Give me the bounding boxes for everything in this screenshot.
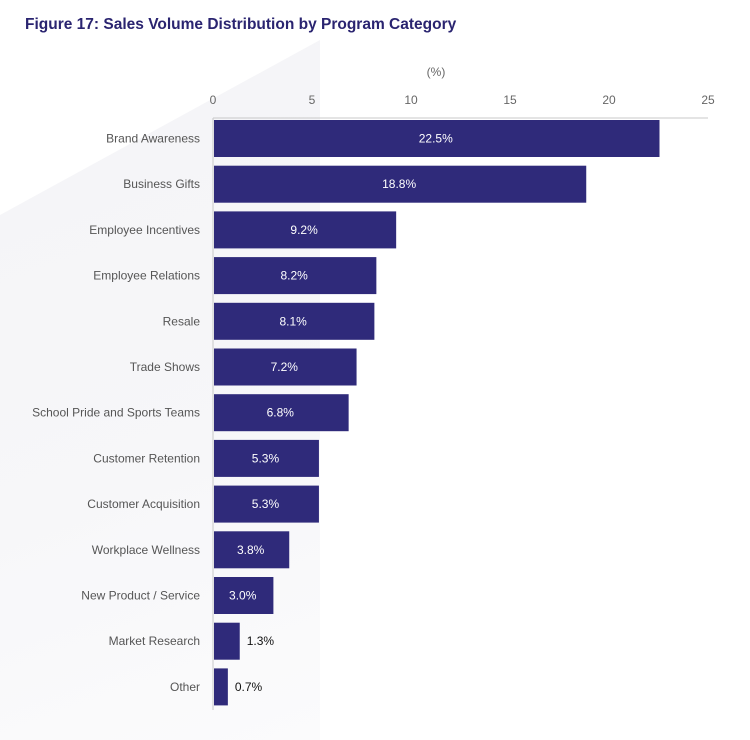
data-label: 5.3% <box>252 451 280 465</box>
bar <box>214 668 228 706</box>
bar <box>214 439 319 477</box>
bar <box>214 394 349 432</box>
bar <box>214 120 660 157</box>
data-label: 0.7% <box>235 680 263 694</box>
data-label: 3.0% <box>229 589 257 603</box>
data-label: 7.2% <box>271 360 299 374</box>
x-tick-label: 20 <box>602 93 616 107</box>
bar-chart: (%) 0 5 10 15 20 25 Brand Awareness 22.5% Busines… <box>32 65 715 710</box>
data-label: 9.2% <box>290 223 318 237</box>
category-label: Employee Relations <box>93 269 200 283</box>
category-label: New Product / Service <box>81 589 200 603</box>
bar <box>214 211 397 249</box>
x-tick-label: 15 <box>503 93 517 107</box>
category-label: Other <box>170 680 200 694</box>
data-label: 22.5% <box>419 132 453 146</box>
chart-title: Figure 17: Sales Volume Distribution by … <box>25 16 457 33</box>
bar <box>214 531 290 569</box>
category-label: Workplace Wellness <box>92 543 200 557</box>
category-label: Employee Incentives <box>89 223 200 237</box>
data-label: 3.8% <box>237 543 265 557</box>
bar <box>214 165 587 203</box>
category-label: School Pride and Sports Teams <box>32 406 200 420</box>
bar <box>214 302 375 340</box>
category-label: Resale <box>163 314 201 328</box>
category-label: Trade Shows <box>130 360 200 374</box>
category-label: Brand Awareness <box>106 132 200 146</box>
data-label: 5.3% <box>252 497 280 511</box>
bar <box>214 622 240 660</box>
data-label: 6.8% <box>267 406 295 420</box>
x-tick-label: 0 <box>210 93 217 107</box>
x-tick-label: 10 <box>404 93 418 107</box>
data-label: 1.3% <box>247 634 275 648</box>
bar <box>214 257 377 295</box>
x-tick-label: 5 <box>309 93 316 107</box>
category-label: Customer Acquisition <box>87 497 200 511</box>
bar <box>214 348 357 386</box>
category-label: Business Gifts <box>123 177 200 191</box>
category-label: Market Research <box>109 634 200 648</box>
data-label: 8.2% <box>281 269 309 283</box>
bar <box>214 485 319 523</box>
x-axis-label: (%) <box>427 65 446 79</box>
x-tick-label: 25 <box>701 93 715 107</box>
bar <box>214 577 274 614</box>
data-label: 8.1% <box>280 314 308 328</box>
data-label: 18.8% <box>382 177 416 191</box>
category-label: Customer Retention <box>93 451 200 465</box>
